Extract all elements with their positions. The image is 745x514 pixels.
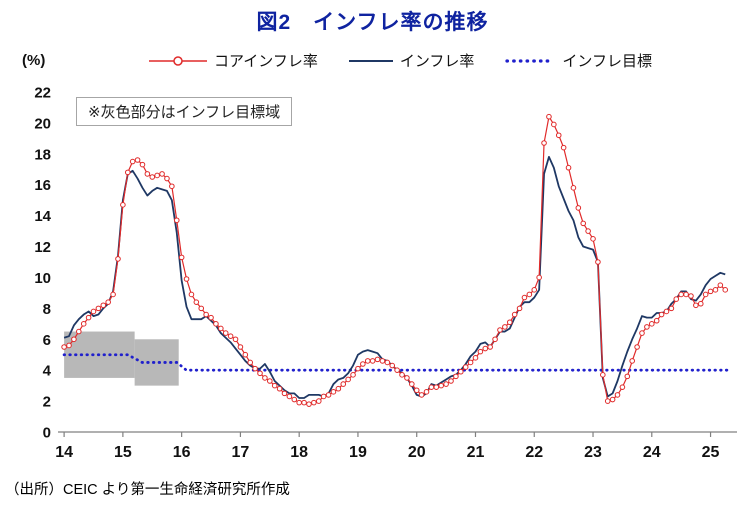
svg-text:20: 20 <box>408 444 426 461</box>
svg-text:25: 25 <box>702 444 720 461</box>
svg-text:21: 21 <box>467 444 485 461</box>
legend-label-target: インフレ目標 <box>562 53 652 70</box>
page-title: 図2 インフレ率の推移 <box>256 11 489 34</box>
legend-label-headline: インフレ率 <box>399 53 475 70</box>
legend-item-core: コアインフレ率 <box>148 50 318 71</box>
source-note: （出所）CEIC より第一生命経済研究所作成 <box>5 482 290 498</box>
svg-text:18: 18 <box>290 444 308 461</box>
headline-line-icon <box>348 59 393 62</box>
svg-text:23: 23 <box>584 444 602 461</box>
target-dotted-line-icon <box>505 58 556 63</box>
inflation-chart: 14 15 16 17 18 19 20 21 22 23 24 250246810121416182… <box>34 85 737 461</box>
svg-text:19: 19 <box>349 444 367 461</box>
svg-text:17: 17 <box>232 444 250 461</box>
svg-text:8: 8 <box>43 301 51 318</box>
legend-label-core: コアインフレ率 <box>214 53 318 70</box>
svg-text:14: 14 <box>55 444 73 461</box>
svg-text:22: 22 <box>525 444 543 461</box>
svg-text:2: 2 <box>43 394 51 411</box>
target-band-annotation: ※灰色部分はインフレ目標域 <box>76 97 293 126</box>
y-axis-unit-label: (%) <box>22 52 46 69</box>
svg-text:18: 18 <box>34 146 51 163</box>
svg-text:15: 15 <box>114 444 132 461</box>
chart-legend: コアインフレ率 インフレ率 インフレ目標 <box>0 50 745 71</box>
svg-text:10: 10 <box>34 270 51 287</box>
svg-text:6: 6 <box>43 332 51 349</box>
svg-text:4: 4 <box>43 363 52 380</box>
svg-text:14: 14 <box>34 208 51 225</box>
svg-text:16: 16 <box>173 444 191 461</box>
svg-text:22: 22 <box>34 85 51 102</box>
legend-item-target: インフレ目標 <box>504 50 652 71</box>
core-line-marker-icon <box>149 55 208 66</box>
svg-text:12: 12 <box>34 239 51 256</box>
svg-text:20: 20 <box>34 115 51 132</box>
legend-item-headline: インフレ率 <box>348 50 475 71</box>
svg-text:0: 0 <box>43 425 51 442</box>
svg-text:24: 24 <box>643 444 661 461</box>
svg-text:16: 16 <box>34 177 51 194</box>
